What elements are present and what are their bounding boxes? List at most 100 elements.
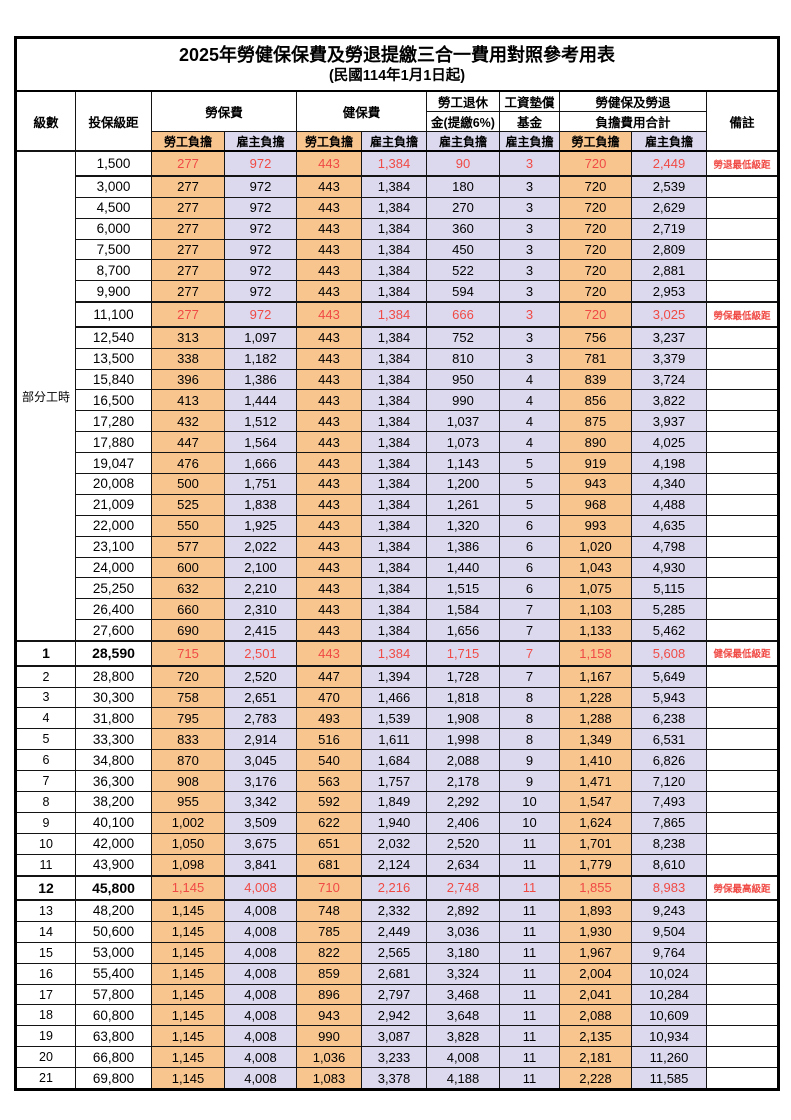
value-cell: 2,292 [426, 790, 500, 813]
value-cell: 1,145 [151, 874, 225, 902]
value-cell: 7,865 [631, 811, 707, 834]
value-cell: 1,145 [151, 1067, 225, 1091]
value-cell: 2,228 [559, 1067, 632, 1091]
value-cell: 972 [224, 238, 297, 261]
table-row: 27,600 690 2,415 443 1,384 1,656 7 1,133 5,462 [16, 619, 780, 642]
col-header-labor-insurance: 勞保費 [151, 90, 297, 133]
value-cell: 972 [224, 196, 297, 219]
table-row: 部分工時 1,500 277 972 443 1,384 90 3 720 2,449 勞退最低級距 [15, 150, 780, 643]
table-row: 9,900 277 972 443 1,384 594 3 720 2,953 [16, 280, 780, 303]
remark-cell [705, 598, 780, 621]
value-cell: 3 [499, 280, 560, 303]
value-cell: 8,610 [631, 853, 707, 877]
value-cell: 943 [559, 473, 632, 495]
table-row: 23,100 577 2,022 443 1,384 1,386 6 1,020 4,798 [16, 535, 780, 558]
value-cell: 277 [151, 196, 225, 219]
level-cell: 18 [15, 1004, 76, 1027]
value-cell: 2,088 [426, 749, 500, 772]
value-cell: 493 [296, 707, 362, 730]
value-cell: 651 [296, 832, 362, 855]
remark-cell [705, 686, 780, 709]
value-cell: 5,649 [631, 665, 707, 688]
value-cell: 11 [499, 1046, 560, 1069]
value-cell: 1,384 [361, 196, 427, 219]
insured-bracket-cell: 24,000 [75, 556, 152, 579]
value-cell: 1,145 [151, 962, 225, 985]
value-cell: 11 [499, 832, 560, 855]
value-cell: 2,681 [361, 962, 427, 985]
value-cell: 715 [151, 640, 225, 667]
table-row: 11 43,900 1,098 3,841 681 2,124 2,634 11 1,779 8,… [15, 853, 780, 877]
value-cell: 592 [296, 790, 362, 813]
remark-cell [705, 556, 780, 579]
remark-cell [705, 217, 780, 240]
value-cell: 896 [296, 983, 362, 1006]
value-cell: 443 [296, 175, 362, 198]
value-cell: 443 [296, 640, 362, 667]
value-cell: 443 [296, 452, 362, 474]
value-cell: 720 [559, 217, 632, 240]
value-cell: 10 [499, 811, 560, 834]
value-cell: 1,145 [151, 899, 225, 922]
value-cell: 11 [499, 920, 560, 943]
value-cell: 3,233 [361, 1046, 427, 1069]
value-cell: 1,440 [426, 556, 500, 579]
value-cell: 4,008 [224, 962, 297, 985]
col-header-wage-fund-line2: 基金 [499, 111, 560, 133]
value-cell: 443 [296, 556, 362, 579]
value-cell: 1,908 [426, 707, 500, 730]
value-cell: 1,143 [426, 452, 500, 474]
table-row: 15 53,000 1,145 4,008 822 2,565 3,180 11 1,967 9,… [15, 941, 780, 964]
value-cell: 2,651 [224, 686, 297, 709]
table-row: 16 55,400 1,145 4,008 859 2,681 3,324 11 2,004 10… [15, 962, 780, 985]
value-cell: 1,145 [151, 1046, 225, 1069]
value-cell: 890 [559, 431, 632, 454]
level-cell: 21 [15, 1067, 76, 1091]
value-cell: 4 [499, 410, 560, 433]
value-cell: 1,818 [426, 686, 500, 709]
insured-bracket-cell: 20,008 [75, 473, 152, 495]
value-cell: 822 [296, 941, 362, 964]
value-cell: 1,684 [361, 749, 427, 772]
value-cell: 2,953 [631, 280, 707, 303]
value-cell: 1,384 [361, 389, 427, 412]
value-cell: 3,324 [426, 962, 500, 985]
value-cell: 1,384 [361, 535, 427, 558]
insured-bracket-cell: 22,000 [75, 514, 152, 537]
value-cell: 1,466 [361, 686, 427, 709]
value-cell: 3,237 [631, 326, 707, 349]
value-cell: 1,097 [224, 326, 297, 349]
insured-bracket-cell: 4,500 [75, 196, 152, 219]
value-cell: 443 [296, 577, 362, 600]
table-row: 17,280 432 1,512 443 1,384 1,037 4 875 3,937 [16, 410, 780, 433]
value-cell: 577 [151, 535, 225, 558]
value-cell: 4,008 [224, 899, 297, 922]
value-cell: 338 [151, 347, 225, 370]
value-cell: 270 [426, 196, 500, 219]
value-cell: 972 [224, 280, 297, 303]
value-cell: 1,547 [559, 790, 632, 813]
value-cell: 540 [296, 749, 362, 772]
insured-bracket-cell: 31,800 [75, 707, 152, 730]
value-cell: 2,634 [426, 853, 500, 877]
col-header-bracket: 投保級距 [75, 90, 152, 152]
level-cell: 11 [15, 853, 76, 877]
value-cell: 4,188 [426, 1067, 500, 1091]
value-cell: 9,243 [631, 899, 707, 922]
header-row-groups: 級數 投保級距 勞保費 健保費 勞工退休 工資墊償 勞健保及勞退 備註 [15, 90, 780, 152]
value-cell: 1,083 [296, 1067, 362, 1091]
value-cell: 781 [559, 347, 632, 370]
value-cell: 470 [296, 686, 362, 709]
subheader-labor-employee: 勞工負擔 [151, 131, 225, 153]
level-cell: 3 [15, 686, 76, 709]
value-cell: 3,025 [631, 301, 707, 328]
value-cell: 11 [499, 874, 560, 902]
value-cell: 1,751 [224, 473, 297, 495]
fee-table-body: 部分工時 1,500 277 972 443 1,384 90 3 720 2,449 勞退最低級距… [15, 150, 780, 1091]
value-cell: 972 [224, 259, 297, 282]
insured-bracket-cell: 19,047 [75, 452, 152, 474]
value-cell: 1,050 [151, 832, 225, 855]
value-cell: 5 [499, 493, 560, 516]
col-header-health-insurance: 健保費 [296, 90, 427, 133]
level-cell: 1 [15, 640, 76, 667]
